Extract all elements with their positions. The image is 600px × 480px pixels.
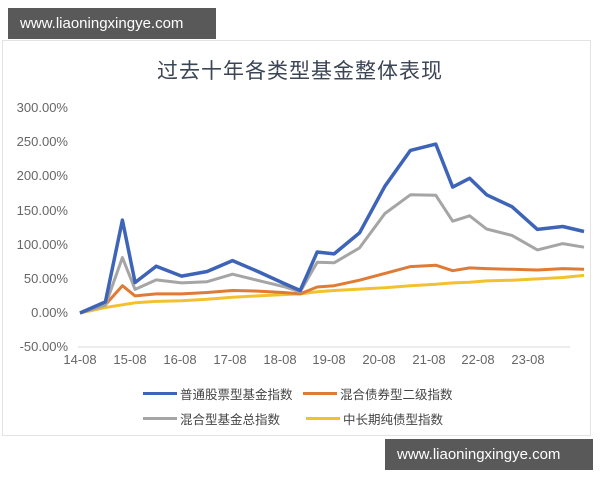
x-tick-label: 22-08 — [461, 352, 495, 367]
legend-line-icon — [303, 392, 337, 395]
x-tick-label: 23-08 — [511, 352, 545, 367]
legend-item-stock: 普通股票型基金指数 — [143, 384, 293, 403]
series-line-1 — [79, 263, 585, 315]
legend-label: 普通股票型基金指数 — [180, 387, 293, 402]
legend-item-pure-bond: 中长期纯债型指数 — [306, 409, 443, 428]
x-tick-label: 15-08 — [113, 352, 147, 367]
y-tick-label: 50.00% — [23, 271, 68, 286]
y-tick-label: -50.00% — [19, 339, 68, 354]
legend-line-icon — [143, 392, 177, 395]
y-tick-label: 300.00% — [16, 100, 68, 115]
legend-item-hybrid: 混合型基金总指数 — [143, 409, 280, 428]
y-tick-label: 0.00% — [31, 305, 68, 320]
legend-line-icon — [306, 417, 340, 420]
y-tick-label: 100.00% — [16, 237, 68, 252]
x-tick-label: 19-08 — [312, 352, 346, 367]
series-line-2 — [79, 193, 585, 315]
watermark-top: www.liaoningxingye.com — [8, 8, 216, 39]
series-line-3 — [79, 273, 585, 315]
x-tick-label: 16-08 — [163, 352, 197, 367]
x-tick-label: 20-08 — [362, 352, 396, 367]
y-tick-label: 200.00% — [16, 168, 68, 183]
series-line-0 — [79, 142, 585, 315]
legend-line-icon — [143, 417, 177, 420]
legend-label: 混合债券型二级指数 — [340, 387, 453, 402]
legend-label: 混合型基金总指数 — [180, 412, 281, 427]
y-tick-label: 250.00% — [16, 134, 68, 149]
series-lines — [79, 142, 585, 315]
watermark-bottom: www.liaoningxingye.com — [385, 439, 593, 470]
y-tick-label: 150.00% — [16, 203, 68, 218]
chart-title: 过去十年各类型基金整体表现 — [157, 59, 443, 83]
chart-card — [2, 40, 591, 436]
x-tick-label: 14-08 — [63, 352, 97, 367]
x-tick-label: 21-08 — [412, 352, 446, 367]
x-tick-label: 17-08 — [213, 352, 247, 367]
legend-item-mixed-bond: 混合债券型二级指数 — [303, 384, 453, 403]
legend-label: 中长期纯债型指数 — [343, 412, 444, 427]
x-tick-label: 18-08 — [263, 352, 297, 367]
